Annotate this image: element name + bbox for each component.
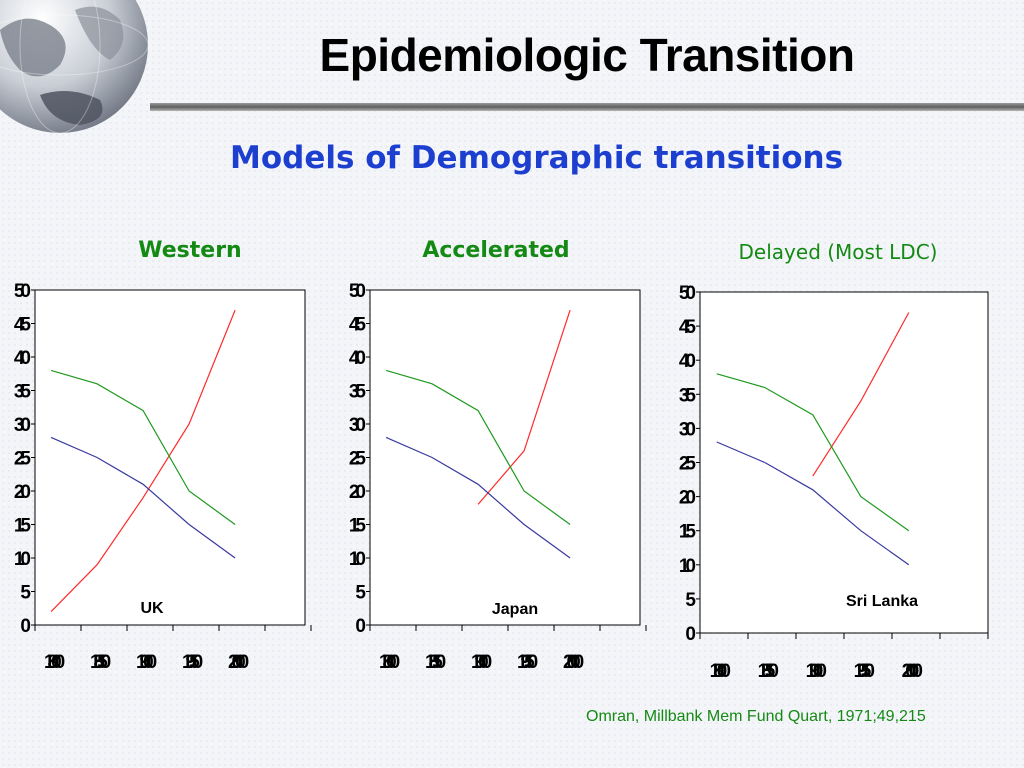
- x-tick-label: 1800: [44, 652, 65, 673]
- series-line-2: [50, 436, 236, 559]
- y-tick-label: 15: [349, 516, 367, 537]
- x-tick-label: 1850: [758, 661, 779, 682]
- series-line-1: [385, 369, 571, 525]
- series-line-2: [385, 436, 571, 559]
- x-tick-label: 2000: [228, 652, 249, 673]
- y-tick-label: 5: [355, 583, 366, 604]
- country-annotation: Sri Lanka: [846, 593, 918, 610]
- y-tick-label: 35: [679, 385, 697, 406]
- chart-delayed: 0 5 10 15 20 25 30 35 40 45 50 1800 1850 1900 1950 2000…: [679, 283, 989, 682]
- x-tick-label: 1850: [90, 652, 111, 673]
- x-tick-label: 2000: [563, 652, 584, 673]
- y-tick-label: 40: [349, 348, 366, 369]
- y-tick-label: 25: [679, 454, 697, 475]
- y-tick-label: 0: [685, 624, 695, 645]
- chart-title-western: Western: [138, 238, 242, 263]
- y-tick-label: 50: [349, 281, 366, 302]
- y-tick-label: 25: [349, 449, 367, 470]
- y-tick-label: 10: [14, 549, 31, 570]
- y-tick-label: 20: [14, 482, 31, 503]
- x-tick-label: 1900: [471, 652, 492, 673]
- globe-icon: [0, 0, 149, 134]
- x-tick-label: 1900: [806, 661, 827, 682]
- y-tick-label: 5: [685, 590, 696, 611]
- chart-accelerated: 0 5 10 15 20 25 30 35 40 45 50 1800 1850 1900 1950 2000…: [349, 281, 647, 673]
- y-tick-label: 35: [14, 382, 32, 403]
- plot-area: [699, 291, 989, 634]
- y-tick-label: 15: [679, 522, 697, 543]
- y-tick-label: 40: [14, 348, 31, 369]
- y-tick-label: 0: [20, 616, 30, 637]
- y-tick-label: 20: [349, 482, 366, 503]
- series-line-0: [812, 312, 910, 477]
- chart-western: 0 5 10 15 20 25 30 35 40 45 50 1800 1850 1900 1950 2000…: [14, 281, 312, 673]
- y-tick-label: 45: [679, 317, 697, 338]
- y-tick-label: 10: [349, 549, 366, 570]
- title-divider: [150, 103, 1024, 111]
- x-tick-label: 1950: [182, 652, 203, 673]
- series-line-0: [477, 309, 571, 505]
- chart-title-delayed: Delayed (Most LDC): [738, 240, 938, 264]
- chart-title-accelerated: Accelerated: [422, 238, 570, 263]
- x-tick-label: 2000: [902, 661, 923, 682]
- y-tick-label: 50: [679, 283, 696, 304]
- y-tick-label: 45: [14, 315, 32, 336]
- y-tick-label: 30: [679, 419, 696, 440]
- y-tick-label: 10: [679, 556, 696, 577]
- y-tick-label: 30: [349, 415, 366, 436]
- country-annotation: Japan: [492, 601, 538, 618]
- y-tick-label: 5: [20, 583, 31, 604]
- x-tick-label: 1900: [136, 652, 157, 673]
- series-line-1: [50, 369, 236, 525]
- y-tick-label: 0: [355, 616, 365, 637]
- slide-title: Epidemiologic Transition: [319, 29, 855, 81]
- y-tick-label: 15: [14, 516, 32, 537]
- y-tick-label: 20: [679, 488, 696, 509]
- x-tick-label: 1850: [425, 652, 446, 673]
- y-tick-label: 45: [349, 315, 367, 336]
- y-tick-label: 25: [14, 449, 32, 470]
- slide-subtitle: Models of Demographic transitions: [230, 140, 844, 176]
- series-line-2: [716, 441, 910, 566]
- y-tick-label: 40: [679, 351, 696, 372]
- citation: Omran, Millbank Mem Fund Quart, 1971;49,…: [586, 708, 926, 725]
- y-tick-label: 35: [349, 382, 367, 403]
- x-tick-label: 1800: [379, 652, 400, 673]
- y-tick-label: 50: [14, 281, 31, 302]
- series-line-1: [716, 373, 910, 532]
- x-tick-label: 1950: [517, 652, 538, 673]
- series-line-0: [50, 309, 236, 613]
- country-annotation: UK: [140, 600, 164, 617]
- y-tick-label: 30: [14, 415, 31, 436]
- x-tick-label: 1950: [854, 661, 875, 682]
- x-tick-label: 1800: [710, 661, 731, 682]
